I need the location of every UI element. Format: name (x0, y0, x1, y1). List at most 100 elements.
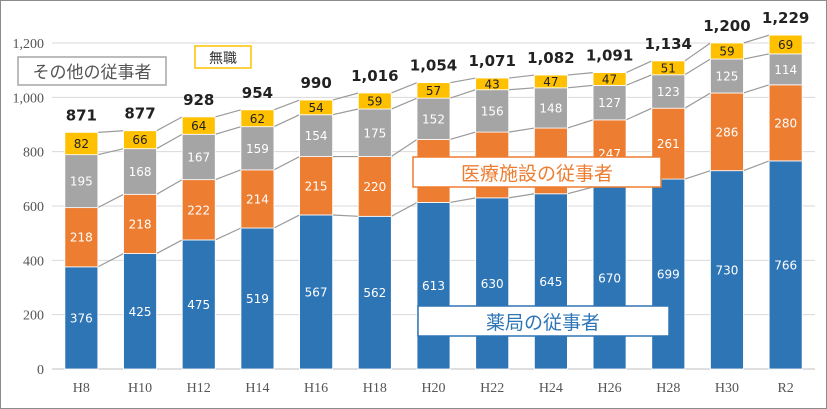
bar-segment (592, 72, 627, 86)
total-label: 871 (66, 106, 97, 124)
bar-segment (768, 34, 803, 55)
connector-line (332, 108, 359, 116)
connector-line (391, 82, 418, 94)
connector-line (508, 87, 535, 91)
callout-other-label: その他の従事者 (33, 63, 152, 83)
segment-label: 168 (129, 165, 152, 179)
bar-segment (416, 202, 451, 370)
connector-line (743, 160, 770, 172)
bar-segment (651, 74, 686, 109)
segment-label: 57 (426, 84, 441, 98)
segment-label: 59 (719, 45, 734, 59)
x-tick-label: H28 (656, 381, 680, 396)
connector-line (214, 227, 242, 241)
total-label: 1,134 (645, 35, 692, 53)
segment-label: 220 (363, 180, 386, 194)
segment-label: 195 (70, 175, 93, 189)
segment-label: 425 (129, 305, 152, 319)
bar-segment (416, 97, 451, 140)
connector-line (625, 107, 653, 121)
bar-segment (475, 89, 510, 133)
segment-label: 475 (187, 298, 210, 312)
callout-pharmacy: 薬局の従事者 (417, 305, 670, 337)
connector-line (684, 58, 711, 76)
bar-segment (181, 179, 216, 241)
callout-medical-label: 医療施設の従事者 (461, 163, 613, 185)
bar-segment (651, 178, 686, 370)
segment-label: 43 (485, 77, 500, 91)
segment-label: 218 (70, 231, 93, 245)
segment-label: 66 (132, 133, 147, 147)
segment-label: 127 (598, 96, 621, 110)
connector-line (273, 156, 300, 171)
segment-label: 376 (70, 311, 93, 325)
connector-line (156, 179, 183, 195)
connector-line (391, 97, 418, 110)
bar-segment (475, 77, 510, 91)
total-labels: 871 877 928 954 990 1,016 1,054 1,071 1,082 1,091… (66, 9, 810, 124)
bar-segment (357, 108, 392, 157)
connector-line (743, 53, 770, 60)
total-label: 928 (183, 91, 214, 109)
x-tick-label: H12 (187, 381, 211, 396)
x-tick-label: H26 (598, 381, 622, 396)
segment-label: 222 (187, 203, 210, 217)
connector-line (97, 253, 124, 268)
segment-label: 47 (543, 75, 558, 89)
connector-line (273, 214, 300, 229)
bar-segment (710, 58, 744, 94)
callout-medical: 医療施設の従事者 (412, 156, 662, 188)
total-label: 1,016 (351, 67, 398, 85)
segment-label: 152 (422, 112, 445, 126)
connector-lines (97, 34, 770, 268)
connector-line (508, 74, 535, 79)
bar-segment (64, 131, 99, 156)
bar-segment (768, 53, 803, 86)
y-tick-label: 1,200 (13, 37, 45, 52)
y-axis: 0 200 400 600 800 1,000 1,200 (13, 37, 45, 378)
x-tick-label: H8 (73, 381, 90, 396)
segment-label: 167 (187, 150, 210, 164)
bar-segment (475, 197, 510, 370)
segment-label: 114 (774, 63, 797, 77)
connector-line (743, 34, 770, 44)
x-tick-label: H30 (715, 381, 739, 396)
x-tick-label: H24 (539, 381, 563, 396)
total-label: 990 (300, 74, 331, 92)
bar-segment (299, 114, 334, 157)
x-tick-label: H16 (304, 381, 328, 396)
bar-segment (416, 82, 451, 99)
connector-line (156, 133, 183, 150)
x-tick-label: H18 (363, 381, 387, 396)
segment-label: 613 (422, 279, 445, 293)
segment-label: 159 (246, 142, 269, 156)
segment-label: 766 (774, 258, 797, 272)
segment-label: 214 (246, 192, 269, 206)
bar-segment (592, 186, 627, 370)
segment-label: 69 (778, 38, 793, 52)
connector-line (215, 109, 242, 118)
connector-line (684, 92, 711, 109)
connector-line (449, 131, 476, 141)
connector-line (97, 130, 124, 133)
connector-line (390, 138, 418, 158)
connector-line (332, 92, 359, 101)
connector-line (332, 214, 359, 217)
connector-line (567, 186, 594, 195)
connector-line (97, 193, 124, 209)
total-label: 1,200 (703, 17, 750, 35)
bar-segment (710, 42, 744, 60)
connector-line (391, 201, 418, 217)
y-tick-label: 600 (23, 200, 44, 215)
callout-unemployed: 無職 (194, 45, 252, 69)
bar-segment (64, 154, 99, 209)
bar-segment (533, 193, 568, 370)
bar-segment (299, 214, 334, 370)
connector-line (508, 193, 535, 199)
x-tick-label: R2 (777, 381, 793, 396)
segment-label: 47 (602, 72, 617, 86)
segment-label: 670 (598, 271, 621, 285)
connector-line (449, 77, 476, 84)
connector-line (97, 148, 124, 156)
